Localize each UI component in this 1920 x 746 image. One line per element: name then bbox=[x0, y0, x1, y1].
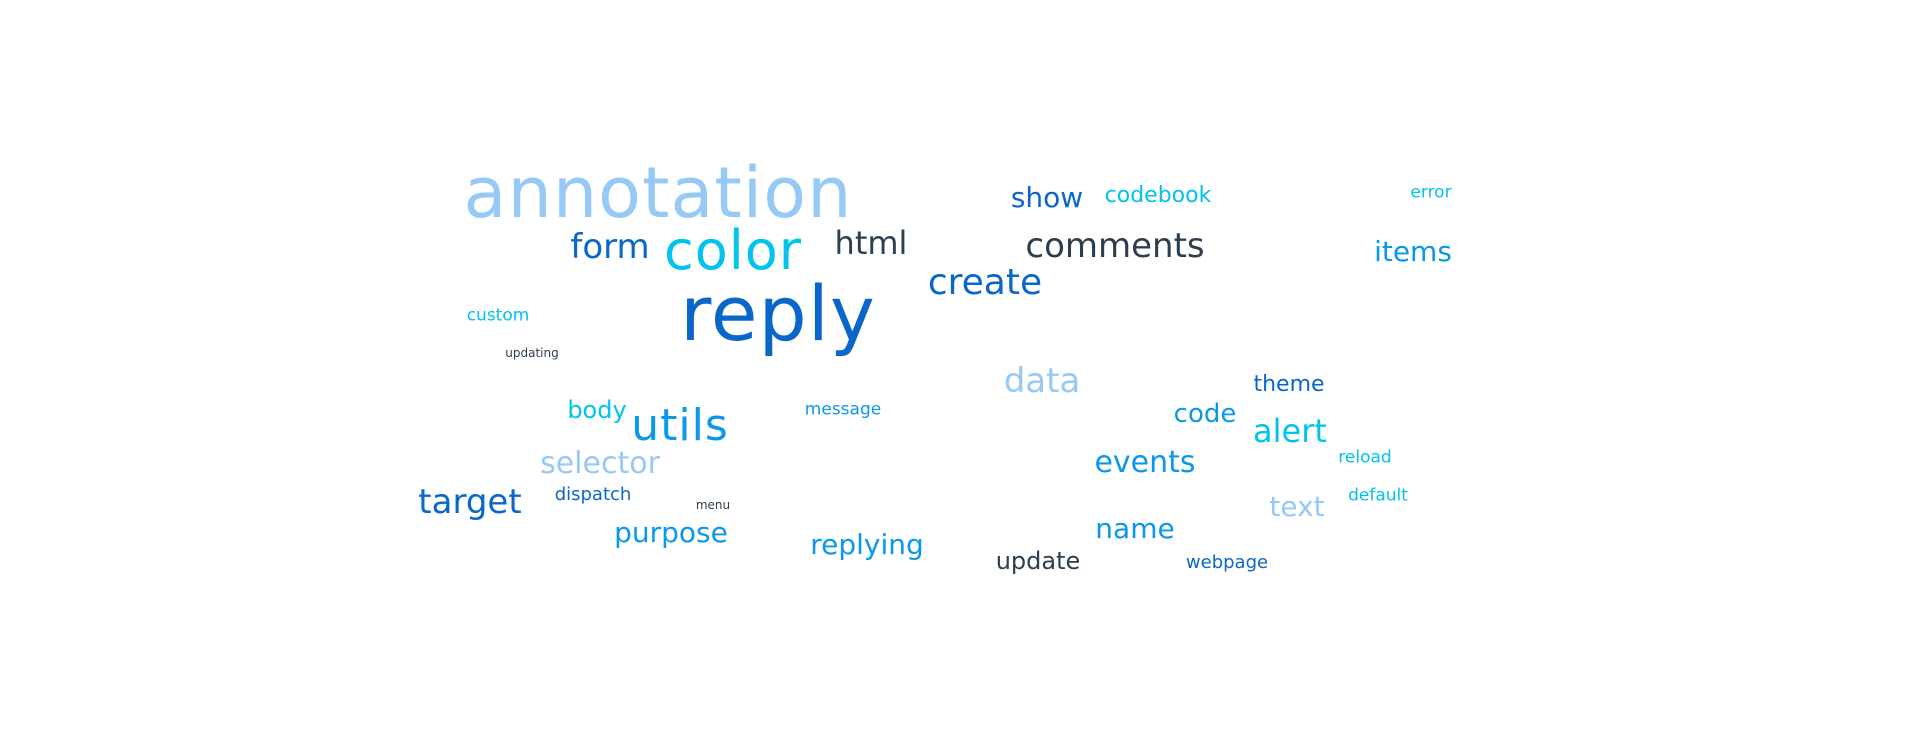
word-form: form bbox=[570, 227, 650, 267]
word-target: target bbox=[418, 482, 522, 522]
word-items: items bbox=[1374, 235, 1452, 268]
word-selector: selector bbox=[540, 446, 660, 481]
word-webpage: webpage bbox=[1185, 552, 1269, 573]
word-html: html bbox=[834, 224, 908, 262]
word-create: create bbox=[927, 262, 1043, 303]
word-replying: replying bbox=[810, 528, 924, 561]
word-error: error bbox=[1410, 182, 1452, 203]
word-update: update bbox=[995, 547, 1081, 575]
word-updating: updating bbox=[505, 346, 559, 360]
word-default: default bbox=[1348, 485, 1408, 506]
word-custom: custom bbox=[466, 305, 530, 326]
word-annotation: annotation bbox=[463, 152, 853, 234]
word-theme: theme bbox=[1253, 372, 1325, 397]
word-code: code bbox=[1173, 399, 1237, 429]
word-data: data bbox=[1003, 361, 1081, 401]
word-color: color bbox=[664, 219, 802, 282]
word-show: show bbox=[1010, 181, 1084, 214]
word-alert: alert bbox=[1253, 412, 1327, 450]
word-text: text bbox=[1269, 490, 1325, 523]
word-comments: comments bbox=[1025, 226, 1205, 266]
word-events: events bbox=[1094, 445, 1196, 480]
word-reload: reload bbox=[1338, 447, 1392, 468]
word-message: message bbox=[804, 399, 882, 420]
word-codebook: codebook bbox=[1104, 183, 1212, 208]
word-menu: menu bbox=[695, 498, 731, 512]
word-utils: utils bbox=[631, 400, 729, 451]
word-purpose: purpose bbox=[614, 516, 728, 549]
word-name: name bbox=[1095, 512, 1175, 545]
word-reply: reply bbox=[680, 269, 876, 358]
word-dispatch: dispatch bbox=[554, 484, 632, 505]
word-body: body bbox=[567, 396, 627, 424]
